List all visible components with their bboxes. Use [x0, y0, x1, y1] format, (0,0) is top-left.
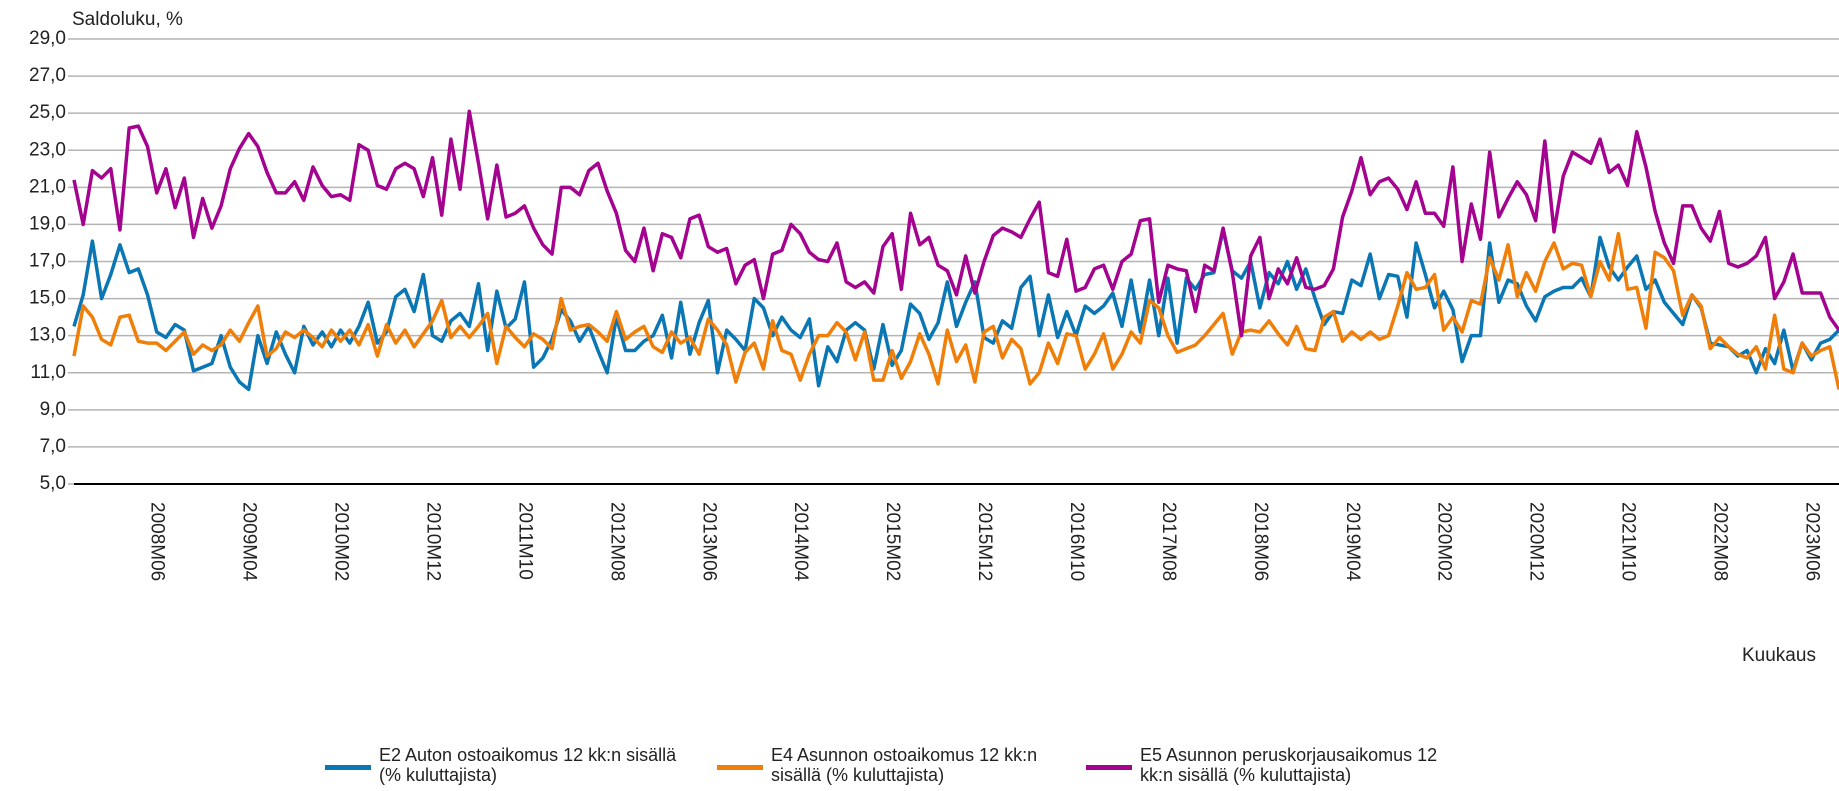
legend-swatch [325, 765, 371, 770]
x-tick-label: 2020M02 [1434, 502, 1455, 581]
y-tick-label: 25,0 [29, 102, 66, 123]
y-tick-label: 9,0 [40, 399, 66, 420]
x-tick-label: 2021M10 [1618, 502, 1639, 581]
x-tick-label: 2014M04 [790, 502, 811, 582]
x-tick-label: 2010M02 [331, 502, 352, 581]
x-tick-label: 2022M08 [1709, 502, 1730, 581]
x-tick-label: 2017M08 [1158, 502, 1179, 581]
x-tick-label: 2016M10 [1066, 502, 1087, 581]
series-line [72, 231, 1839, 390]
y-tick-label: 11,0 [30, 362, 66, 383]
x-tick-label: 2013M06 [698, 502, 719, 581]
legend-label: E5 Asunnon peruskorjausaikomus 12 kk:n s… [1140, 745, 1438, 785]
y-tick-label: 5,0 [40, 473, 66, 494]
y-tick-label: 15,0 [29, 288, 66, 309]
x-tick-label: 2010M12 [423, 502, 444, 581]
x-tick-label: 2015M02 [882, 502, 903, 581]
legend-swatch [1086, 765, 1132, 770]
y-tick-label: 13,0 [29, 325, 66, 346]
legend-label: E2 Auton ostoaikomus 12 kk:n sisällä (% … [379, 745, 677, 785]
legend-swatch [717, 765, 763, 770]
legend-item: E2 Auton ostoaikomus 12 kk:n sisällä (% … [325, 745, 699, 785]
x-axis-title: Kuukaus [1742, 645, 1816, 666]
x-tick-label: 2015M12 [974, 502, 995, 581]
y-tick-label: 7,0 [40, 436, 66, 457]
x-tick-label: 2011M10 [514, 502, 535, 580]
y-tick-label: 21,0 [29, 176, 66, 197]
legend-item: E5 Asunnon peruskorjausaikomus 12 kk:n s… [1086, 745, 1460, 785]
legend-label: E4 Asunnon ostoaikomus 12 kk:n sisällä (… [771, 745, 1038, 785]
series-line [72, 109, 1839, 338]
x-tick-label: 2008M06 [147, 502, 168, 581]
y-tick-label: 29,0 [29, 28, 66, 49]
y-tick-label: 23,0 [29, 139, 66, 160]
x-tick-label: 2012M08 [606, 502, 627, 581]
x-tick-label: 2019M04 [1342, 502, 1363, 582]
x-tick-label: 2023M06 [1801, 502, 1822, 581]
x-tick-label: 2020M12 [1526, 502, 1547, 581]
legend-item: E4 Asunnon ostoaikomus 12 kk:n sisällä (… [717, 745, 1091, 785]
y-tick-label: 17,0 [29, 251, 66, 272]
x-tick-label: 2009M04 [239, 502, 260, 582]
x-tick-label: 2018M06 [1250, 502, 1271, 581]
y-tick-label: 27,0 [29, 65, 66, 86]
y-tick-label: 19,0 [29, 213, 66, 234]
y-axis-title: Saldoluku, % [72, 9, 183, 30]
series-line [72, 228, 1839, 392]
